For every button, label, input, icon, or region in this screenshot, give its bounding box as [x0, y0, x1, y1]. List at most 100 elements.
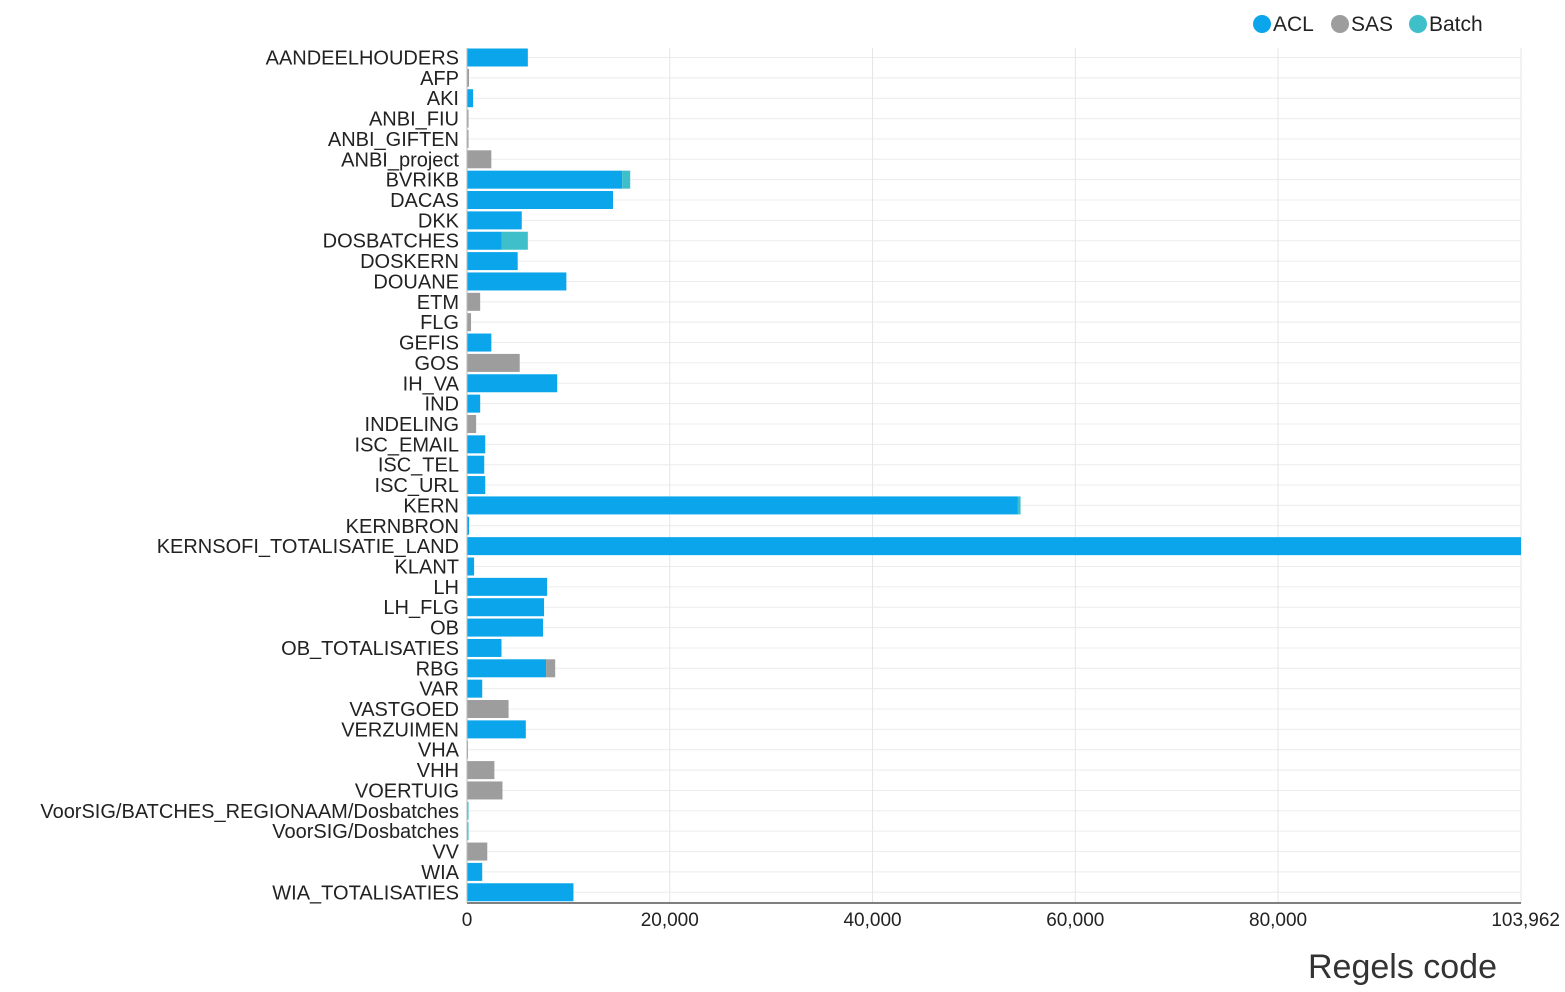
legend-swatch-batch — [1409, 15, 1427, 33]
bar-acl-isc-email — [467, 435, 486, 454]
y-tick-label: BVRIKB — [386, 170, 459, 192]
y-tick-label: INDELING — [365, 414, 459, 436]
y-tick-label: VOERTUIG — [355, 780, 459, 802]
y-tick-label: VHH — [417, 760, 459, 782]
bar-sas-anbi-giften — [467, 129, 469, 148]
legend-label-batch: Batch — [1429, 13, 1483, 36]
x-tick-label: 80,000 — [1249, 910, 1307, 931]
y-tick-label: FLG — [420, 312, 459, 334]
bar-acl-doskern — [467, 252, 518, 271]
bar-acl-aki — [467, 89, 474, 108]
bar-sas-anbi-project — [467, 150, 492, 169]
y-tick-label: ISC_URL — [375, 475, 459, 497]
y-tick-label: DOSBATCHES — [323, 231, 459, 253]
bar-acl-douane — [467, 272, 567, 291]
y-tick-label: ANBI_project — [341, 149, 459, 171]
bar-acl-gefis — [467, 333, 492, 352]
y-tick-label: ISC_EMAIL — [355, 434, 459, 456]
bar-acl-lh — [467, 577, 548, 596]
bar-sas-flg — [467, 313, 472, 332]
y-tick-label: ANBI_FIU — [369, 109, 459, 131]
x-axis-title: Regels code — [1308, 948, 1497, 986]
y-tick-label: AANDEELHOUDERS — [266, 48, 459, 70]
bar-sas-vhh — [467, 761, 495, 780]
bar-acl-isc-url — [467, 476, 486, 495]
bar-acl-dosbatches — [467, 231, 502, 250]
bar-sas-afp — [467, 68, 470, 87]
bar-acl-dacas — [467, 191, 613, 210]
bar-acl-wia — [467, 862, 483, 881]
x-tick-label: 0 — [462, 910, 473, 931]
bar-acl-kernbron — [467, 516, 470, 535]
bar-sas-voertuig — [467, 781, 503, 800]
legend-swatch-acl — [1253, 15, 1271, 33]
y-tick-label: KERNSOFI_TOTALISATIE_LAND — [157, 536, 459, 558]
bar-sas-vha — [467, 740, 469, 759]
y-tick-label: DOSKERN — [360, 251, 459, 273]
y-tick-label: KERNBRON — [346, 516, 459, 538]
bar-acl-lh-flg — [467, 598, 545, 617]
bar-acl-ob-totalisaties — [467, 638, 502, 657]
y-tick-label: VoorSIG/BATCHES_REGIONAAM/Dosbatches — [40, 801, 459, 823]
bar-acl-rbg — [467, 659, 547, 678]
bar-acl-kernsofi-totalisatie-land — [467, 537, 1521, 556]
y-tick-label: DKK — [418, 210, 460, 232]
x-tick-label: 20,000 — [641, 910, 699, 931]
bar-acl-ob — [467, 618, 544, 637]
bar-batch-voorsig-dosbatches — [467, 822, 469, 841]
y-tick-label: ANBI_GIFTEN — [328, 129, 459, 151]
y-tick-label: VHA — [418, 740, 460, 762]
bar-sas-gos — [467, 353, 520, 372]
x-tick-label: 60,000 — [1046, 910, 1104, 931]
bar-acl-aandeelhouders — [467, 48, 528, 67]
bar-acl-var — [467, 679, 483, 698]
bar-acl-ind — [467, 394, 481, 413]
bar-sas-vv — [467, 842, 488, 861]
y-tick-label: VoorSIG/Dosbatches — [272, 821, 459, 843]
y-tick-label: OB — [430, 618, 459, 640]
y-tick-label: LH — [433, 577, 459, 599]
y-tick-label: GEFIS — [399, 333, 459, 355]
y-tick-label: ETM — [417, 292, 459, 314]
y-tick-label: LH_FLG — [383, 597, 459, 619]
y-tick-label: WIA — [421, 862, 459, 884]
y-tick-label: AKI — [427, 88, 459, 110]
y-tick-label: VAR — [419, 679, 459, 701]
bar-acl-ih-va — [467, 374, 558, 393]
bar-sas-anbi-fiu — [467, 109, 469, 128]
bar-batch-kern — [1017, 496, 1021, 515]
y-tick-label: DACAS — [390, 190, 459, 212]
x-tick-label: 103,962 — [1491, 910, 1560, 931]
bar-batch-bvrikb — [622, 170, 631, 189]
y-tick-label: GOS — [415, 353, 459, 375]
y-tick-label: ISC_TEL — [378, 455, 459, 477]
y-tick-label: DOUANE — [373, 271, 459, 293]
y-tick-label: AFP — [420, 68, 459, 90]
bar-acl-verzuimen — [467, 720, 526, 739]
legend-label-sas: SAS — [1351, 13, 1393, 36]
bar-sas-rbg — [546, 659, 556, 678]
y-tick-label: IND — [425, 394, 459, 416]
legend-label-acl: ACL — [1273, 13, 1314, 36]
y-tick-label: WIA_TOTALISATIES — [272, 882, 459, 904]
axes: AANDEELHOUDERSAFPAKIANBI_FIUANBI_GIFTENA… — [40, 48, 1560, 932]
y-tick-label: IH_VA — [403, 373, 460, 395]
y-tick-label: VV — [432, 842, 459, 864]
bar-batch-voorsig-batches-regionaam-dosbatches — [467, 801, 469, 820]
bar-acl-bvrikb — [467, 170, 623, 189]
y-tick-label: VERZUIMEN — [341, 719, 459, 741]
y-tick-label: KLANT — [395, 557, 459, 579]
bar-batch-dosbatches — [501, 231, 528, 250]
bar-acl-kern — [467, 496, 1018, 515]
bar-sas-vastgoed — [467, 700, 509, 719]
y-tick-label: OB_TOTALISATIES — [281, 638, 459, 660]
bar-acl-isc-tel — [467, 455, 485, 474]
y-tick-label: VASTGOED — [349, 699, 459, 721]
bar-acl-wia-totalisaties — [467, 883, 574, 902]
bar-acl-dkk — [467, 211, 522, 230]
x-tick-label: 40,000 — [843, 910, 901, 931]
bars — [467, 48, 1521, 902]
bar-sas-etm — [467, 292, 481, 311]
legend: ACL SAS Batch — [1253, 13, 1483, 36]
